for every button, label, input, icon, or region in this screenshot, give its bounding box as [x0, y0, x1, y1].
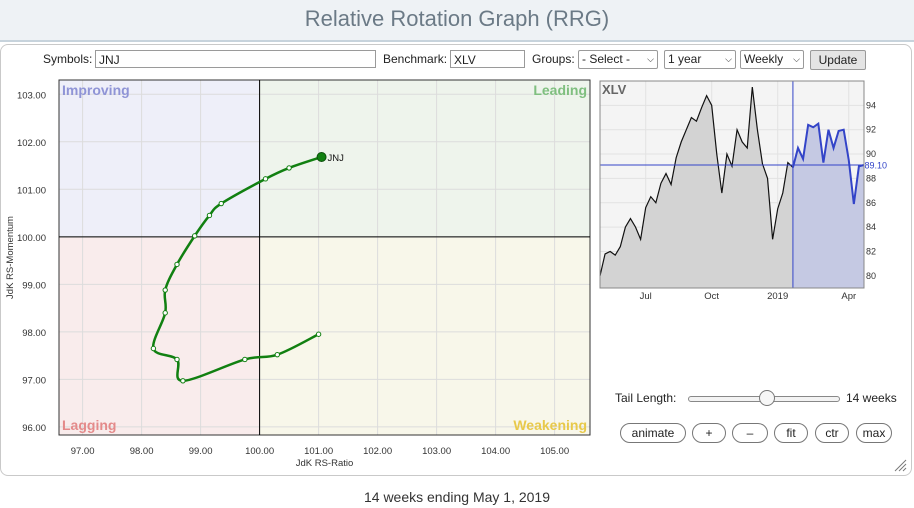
chevron-down-icon: ⌵: [647, 54, 654, 64]
groups-select-value: - Select -: [582, 52, 631, 66]
benchmark-input[interactable]: XLV: [450, 50, 525, 68]
zoom-in-button[interactable]: +: [692, 423, 726, 443]
zoom-out-button[interactable]: –: [732, 423, 768, 443]
footer-caption: 14 weeks ending May 1, 2019: [363, 489, 550, 505]
update-button[interactable]: Update: [810, 50, 866, 70]
title-bar: Relative Rotation Graph (RRG): [0, 0, 914, 42]
groups-label: Groups:: [532, 52, 575, 66]
rrg-panel: [0, 44, 912, 476]
max-button[interactable]: max: [856, 423, 892, 443]
page-title: Relative Rotation Graph (RRG): [304, 6, 610, 31]
groups-select[interactable]: - Select - ⌵: [578, 50, 658, 69]
animate-button[interactable]: animate: [620, 423, 686, 443]
tail-length-slider-handle[interactable]: [759, 390, 775, 406]
interval-select-value: Weekly: [744, 52, 784, 66]
chevron-down-icon: ⌵: [725, 54, 732, 64]
symbols-input[interactable]: JNJ: [95, 50, 376, 68]
period-select-value: 1 year: [668, 52, 702, 66]
resize-grip-icon[interactable]: [893, 458, 907, 472]
interval-select[interactable]: Weekly ⌵: [740, 50, 804, 69]
fit-button[interactable]: fit: [774, 423, 808, 443]
chevron-down-icon: ⌵: [793, 54, 800, 64]
symbols-label: Symbols:: [43, 52, 93, 66]
tail-length-label: Tail Length:: [615, 391, 677, 405]
period-select[interactable]: 1 year ⌵: [664, 50, 736, 69]
benchmark-label: Benchmark:: [383, 52, 448, 66]
tail-length-value: 14 weeks: [846, 391, 897, 405]
center-button[interactable]: ctr: [815, 423, 849, 443]
